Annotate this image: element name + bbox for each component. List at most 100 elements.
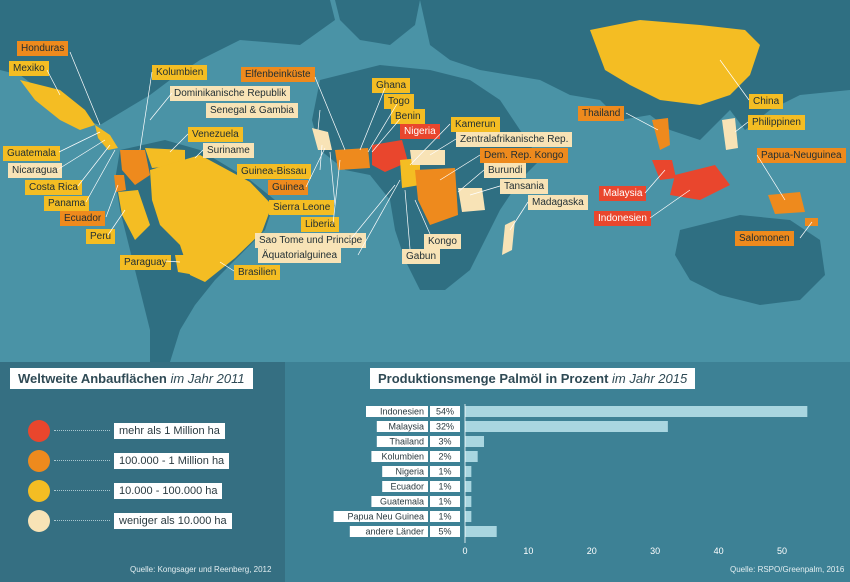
category-label: Indonesien xyxy=(380,407,424,417)
legend-swatch xyxy=(28,510,50,532)
label-kolumbien: Kolumbien xyxy=(152,65,208,80)
label-dominikanische-republik: Dominikanische Republik xyxy=(170,86,291,101)
country-kamerun xyxy=(400,158,420,188)
label-liberia: Liberia xyxy=(301,217,340,232)
value-label: 32% xyxy=(436,422,454,432)
bar xyxy=(465,421,668,432)
legend-subtitle: im Jahr 2011 xyxy=(170,371,245,386)
label-nicaragua: Nicaragua xyxy=(8,163,62,178)
value-label-bg xyxy=(430,466,460,477)
label-aequatorialguinea: Äquatorialguinea xyxy=(258,248,342,263)
label-mexiko: Mexiko xyxy=(9,61,49,76)
world-map xyxy=(0,0,850,362)
value-label-bg xyxy=(430,451,460,462)
legend-leader xyxy=(54,430,110,431)
bar xyxy=(465,451,478,462)
legend-label: 10.000 - 100.000 ha xyxy=(114,483,223,499)
value-label: 2% xyxy=(438,452,451,462)
country-peru xyxy=(118,190,150,240)
bar xyxy=(465,526,497,537)
country-tansania xyxy=(458,188,485,212)
legend-swatch xyxy=(28,420,50,442)
label-sierra-leone: Sierra Leone xyxy=(269,200,335,215)
production-bar-chart: Indonesien 54% Malaysia 32% Thailand 3% Kolumb… xyxy=(333,404,808,556)
continent-greenland xyxy=(335,0,420,45)
value-label-bg xyxy=(430,481,460,492)
label-benin: Benin xyxy=(391,109,425,124)
label-thailand: Thailand xyxy=(578,106,625,121)
country-paraguay xyxy=(175,255,195,275)
label-china: China xyxy=(749,94,784,109)
category-label-bg xyxy=(366,406,428,417)
value-label-bg xyxy=(430,526,460,537)
country-philippinen xyxy=(722,118,738,150)
x-tick-label: 0 xyxy=(462,546,467,556)
legend-swatch xyxy=(28,450,50,472)
bar xyxy=(465,466,472,477)
legend-label: 100.000 - 1 Million ha xyxy=(114,453,230,469)
x-tick-label: 10 xyxy=(523,546,533,556)
category-label-bg xyxy=(349,526,428,537)
label-zentralafrikanische-rep: Zentralafrikanische Rep. xyxy=(456,132,573,147)
bottom-panel: Weltweite Anbauflächen im Jahr 2011 mehr… xyxy=(0,362,850,582)
label-panama: Panama xyxy=(44,196,90,211)
label-papua-neuguinea: Papua-Neuguinea xyxy=(757,148,846,163)
label-guinea: Guinea xyxy=(268,180,309,195)
value-label-bg xyxy=(430,421,460,432)
value-label: 54% xyxy=(436,407,454,417)
country-china xyxy=(590,20,760,105)
value-label: 5% xyxy=(438,527,451,537)
country-zentralafrika xyxy=(410,150,445,165)
label-guatemala: Guatemala xyxy=(3,146,60,161)
category-label-bg xyxy=(333,511,428,522)
label-kongo: Kongo xyxy=(424,234,461,249)
category-label-bg xyxy=(382,466,428,477)
value-label-bg xyxy=(430,406,460,417)
category-label: Papua Neu Guinea xyxy=(347,512,424,522)
category-label: Ecuador xyxy=(390,482,424,492)
production-title: Produktionsmenge Palmöl in Prozent xyxy=(378,371,609,386)
bar xyxy=(465,481,472,492)
bar xyxy=(465,406,808,417)
label-suriname: Suriname xyxy=(203,143,254,158)
label-sao-tome: Sao Tome und Principe xyxy=(255,233,367,248)
label-nigeria: Nigeria xyxy=(400,124,440,139)
country-brasilien xyxy=(150,155,272,282)
legend-title-box: Weltweite Anbauflächen im Jahr 2011 xyxy=(10,368,253,389)
legend-leader xyxy=(54,490,110,491)
category-label: Nigeria xyxy=(395,467,424,477)
label-philippinen: Philippinen xyxy=(748,115,805,130)
value-label: 1% xyxy=(438,512,451,522)
label-honduras: Honduras xyxy=(17,41,69,56)
production-subtitle: im Jahr 2015 xyxy=(612,371,688,386)
country-elfenbeinkueste xyxy=(335,148,370,170)
label-costa-rica: Costa Rica xyxy=(25,180,82,195)
label-ecuador: Ecuador xyxy=(60,211,106,226)
label-gabun: Gabun xyxy=(402,249,441,264)
x-tick-label: 40 xyxy=(714,546,724,556)
country-salomonen xyxy=(805,218,818,226)
label-brasilien: Brasilien xyxy=(234,265,281,280)
legend-source: Quelle: Kongsager und Reenberg, 2012 xyxy=(130,565,272,574)
legend-label: mehr als 1 Million ha xyxy=(114,423,225,439)
legend-title: Weltweite Anbauflächen xyxy=(18,371,167,386)
value-label-bg xyxy=(430,511,460,522)
legend-label: weniger als 10.000 ha xyxy=(114,513,232,529)
value-label: 1% xyxy=(438,467,451,477)
label-kamerun: Kamerun xyxy=(451,117,500,132)
category-label: Guatemala xyxy=(380,497,424,507)
category-label-bg xyxy=(371,496,428,507)
bar xyxy=(465,496,472,507)
country-kolumbien xyxy=(120,150,150,185)
value-label: 1% xyxy=(438,482,451,492)
label-paraguay: Paraguay xyxy=(120,255,171,270)
category-label-bg xyxy=(382,481,428,492)
x-tick-label: 20 xyxy=(587,546,597,556)
legend-leader xyxy=(54,520,110,521)
category-label: Malaysia xyxy=(388,422,424,432)
x-tick-label: 30 xyxy=(650,546,660,556)
country-ecuador xyxy=(114,175,126,192)
legend-leader xyxy=(54,460,110,461)
category-label-bg xyxy=(376,436,428,447)
label-senegal-gambia: Senegal & Gambia xyxy=(206,103,298,118)
